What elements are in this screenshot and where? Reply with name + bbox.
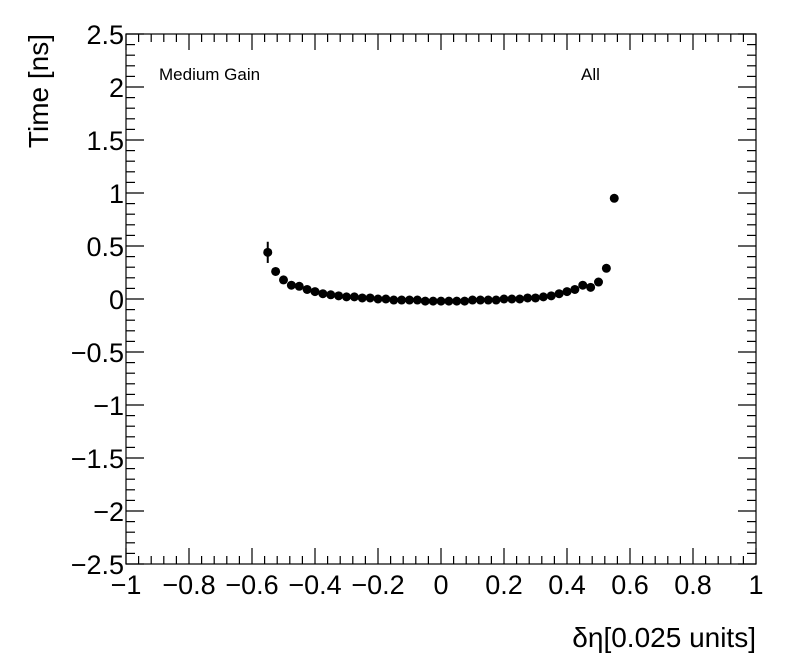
data-point xyxy=(365,293,375,303)
data-point xyxy=(428,296,438,306)
y-tick-label: −1 xyxy=(93,391,124,421)
data-point xyxy=(279,275,288,285)
data-point xyxy=(342,292,351,302)
y-tick-label: 0.5 xyxy=(86,232,124,262)
data-point xyxy=(271,266,281,276)
data-point xyxy=(515,294,525,304)
data-point xyxy=(420,296,430,306)
y-tick-label: −2.5 xyxy=(71,550,124,580)
x-tick-label: 1 xyxy=(748,570,763,600)
data-point xyxy=(389,295,399,305)
x-tick-label: −0.4 xyxy=(288,570,341,600)
data-point xyxy=(499,294,509,304)
data-point xyxy=(405,295,414,305)
data-point xyxy=(373,294,383,304)
x-tick-label: −1 xyxy=(111,570,142,600)
data-point xyxy=(538,292,548,302)
data-point xyxy=(444,296,454,306)
data-point xyxy=(381,294,391,304)
x-tick-label: 0.6 xyxy=(611,570,649,600)
x-tick-label: 0.4 xyxy=(548,570,586,600)
data-point xyxy=(412,295,422,305)
y-tick-label: −2 xyxy=(93,497,124,527)
y-tick-label: 1 xyxy=(109,179,124,209)
data-point xyxy=(609,193,619,203)
x-tick-label: 0 xyxy=(433,570,448,600)
data-point xyxy=(483,295,493,305)
annotation: All xyxy=(581,65,600,84)
x-axis-title: δη[0.025 units] xyxy=(572,622,756,653)
data-point xyxy=(554,289,564,299)
data-point xyxy=(294,281,304,291)
y-tick-label: −0.5 xyxy=(71,338,124,368)
data-point xyxy=(468,295,477,305)
y-tick-label: 0 xyxy=(109,285,124,315)
data-point xyxy=(586,282,596,292)
data-point xyxy=(460,296,470,306)
data-point xyxy=(594,277,603,287)
data-point xyxy=(326,290,336,300)
data-point xyxy=(286,280,296,290)
x-tick-label: 0.2 xyxy=(485,570,523,600)
x-tick-label: −0.8 xyxy=(162,570,215,600)
data-point xyxy=(397,295,407,305)
data-point xyxy=(546,291,556,301)
data-point xyxy=(318,289,328,299)
data-point xyxy=(302,284,312,294)
data-point xyxy=(334,291,344,301)
data-point xyxy=(562,287,572,297)
data-point xyxy=(601,263,611,273)
data-point xyxy=(507,294,517,304)
data-point xyxy=(436,296,446,306)
x-tick-label: 0.8 xyxy=(674,570,712,600)
data-point xyxy=(523,293,533,303)
data-point xyxy=(491,295,501,305)
data-point xyxy=(570,284,580,294)
x-tick-label: −0.6 xyxy=(225,570,278,600)
x-tick-label: −0.2 xyxy=(351,570,404,600)
y-tick-label: 2.5 xyxy=(86,20,124,50)
y-axis-title: Time [ns] xyxy=(23,34,54,148)
data-point xyxy=(475,295,485,305)
data-point xyxy=(310,287,320,297)
data-point xyxy=(452,296,462,306)
data-point xyxy=(531,293,540,303)
y-tick-label: 2 xyxy=(109,73,124,103)
data-point xyxy=(578,280,588,290)
y-tick-label: −1.5 xyxy=(71,444,124,474)
annotation: Medium Gain xyxy=(159,65,260,84)
data-point xyxy=(263,247,273,257)
data-point xyxy=(357,293,367,303)
y-tick-label: 1.5 xyxy=(86,126,124,156)
data-point xyxy=(349,292,359,302)
